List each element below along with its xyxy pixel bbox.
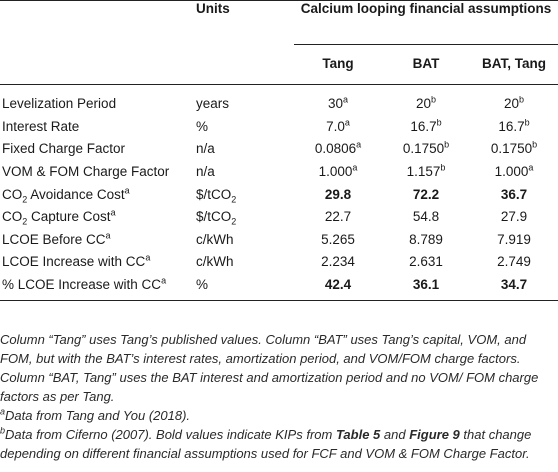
table-row: Levelization Period years 30a 20b 20b: [0, 85, 558, 116]
row-label: Interest Rate: [2, 118, 80, 134]
table-row: LCOE Before CCa c/kWh 5.265 8.789 7.919: [0, 229, 558, 252]
row-value: 27.9: [500, 209, 528, 225]
row-value: 8.789: [409, 231, 443, 247]
table-row: CO2 Capture Costa $/tCO2 22.7 54.8 27.9: [0, 206, 558, 229]
row-value: 22.7: [324, 209, 352, 225]
note-columns: Column “Tang” uses Tang’s published valu…: [0, 332, 539, 404]
col-header-bat: BAT: [412, 56, 440, 72]
row-value: 16.7b: [498, 117, 530, 134]
note-b-text-1: Data from Ciferno (2007). Bold values in…: [5, 427, 336, 442]
note-b-text-2: and: [380, 427, 410, 442]
table-row: % LCOE Increase with CCa% 42.4 36.1 34.7: [0, 273, 558, 302]
row-value: 20b: [415, 94, 437, 112]
row-value: 72.2: [412, 186, 440, 202]
note-a-mark: a: [0, 406, 6, 417]
header-units: Units: [196, 1, 230, 16]
table-row: CO2 Avoidance Costa $/tCO2 29.8 72.2 36.7: [0, 183, 558, 206]
row-value: 20b: [503, 94, 525, 112]
financial-assumptions-table: Units Calcium looping financial assumpti…: [0, 0, 558, 302]
table-5-link[interactable]: Table 5: [335, 427, 381, 442]
row-label: % LCOE Increase with CCa: [0, 273, 196, 302]
row-value: 16.7b: [410, 117, 442, 134]
table-row: LCOE Increase with CCa c/kWh 2.234 2.631 2.7…: [0, 251, 558, 274]
row-value: 1.157b: [406, 162, 446, 179]
note-a: aData from Tang and You (2018).: [0, 406, 556, 425]
row-unit: $/tCO2: [196, 209, 237, 227]
row-value: 30a: [327, 94, 349, 112]
header-row-group: Units Calcium looping financial assumpti…: [0, 0, 558, 45]
row-unit: $/tCO2: [196, 186, 237, 205]
row-value: 7.0a: [326, 117, 350, 134]
row-label: LCOE Increase with CCa: [2, 252, 151, 270]
row-value: 7.919: [497, 231, 531, 247]
figure-9-link[interactable]: Figure 9: [409, 427, 460, 442]
row-label: VOM & FOM Charge Factor: [2, 163, 170, 179]
header-blank: [0, 1, 196, 45]
row-value: 5.265: [321, 231, 355, 247]
note-b: bData from Ciferno (2007). Bold values i…: [0, 425, 556, 463]
row-value: 2.631: [409, 254, 443, 270]
row-value: 29.8: [324, 186, 352, 202]
row-unit: n/a: [196, 141, 215, 157]
row-value: 36.1: [382, 273, 470, 302]
row-value: 1.000a: [494, 162, 534, 179]
note-b-mark: b: [0, 425, 6, 436]
row-unit: %: [196, 273, 294, 302]
header-row-columns: Tang BAT BAT, Tang: [0, 45, 558, 85]
row-value: 0.0806a: [314, 139, 362, 157]
row-unit: %: [196, 118, 209, 134]
table-row: Fixed Charge Factor n/a 0.0806a 0.1750b 0.17…: [0, 138, 558, 161]
row-label: Levelization Period: [2, 96, 117, 112]
row-value: 54.8: [412, 209, 440, 225]
header-group-title: Calcium looping financial assumptions: [294, 0, 558, 45]
row-label: CO2 Capture Costa: [2, 207, 116, 227]
row-value: 0.1750b: [490, 139, 538, 157]
row-value: 36.7: [500, 186, 528, 202]
col-header-bat-tang: BAT, Tang: [482, 56, 546, 72]
row-unit: n/a: [196, 163, 215, 179]
row-value: 42.4: [294, 273, 382, 302]
col-header-tang: Tang: [322, 56, 354, 72]
row-value: 0.1750b: [402, 139, 450, 157]
note-a-text: Data from Tang and You (2018).: [5, 408, 191, 423]
row-value: 1.000a: [318, 162, 358, 179]
row-label: Fixed Charge Factor: [2, 141, 126, 157]
row-value: 2.749: [497, 254, 531, 270]
table-body: Levelization Period years 30a 20b 20b Interes…: [0, 85, 558, 302]
row-label: LCOE Before CCa: [2, 230, 111, 247]
row-unit: c/kWh: [196, 254, 234, 270]
note-b-text-3: that change depending on different finan…: [0, 427, 532, 461]
row-value: 34.7: [470, 273, 558, 302]
table-row: Interest Rate% 7.0a 16.7b 16.7b: [0, 116, 558, 139]
row-value: 2.234: [321, 254, 355, 270]
row-unit: years: [196, 96, 230, 112]
row-unit: c/kWh: [196, 231, 234, 247]
table-notes: Column “Tang” uses Tang’s published valu…: [0, 330, 556, 463]
table-row: VOM & FOM Charge Factor n/a 1.000a 1.157b 1.…: [0, 161, 558, 184]
row-label: CO2 Avoidance Costa: [2, 185, 130, 205]
